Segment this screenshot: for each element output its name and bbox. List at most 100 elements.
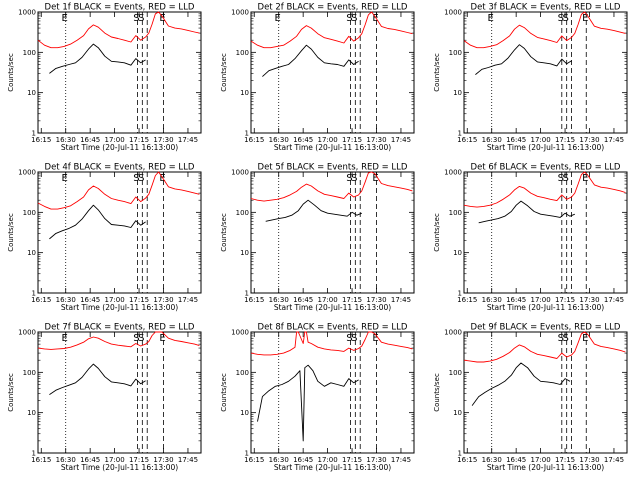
x-tick-label: 17:00 — [105, 136, 125, 144]
plot-frame — [37, 11, 202, 134]
x-tick-label: 17:00 — [318, 296, 338, 304]
marker-label: S — [558, 173, 564, 184]
x-tick-label: 17:30 — [366, 296, 386, 304]
panel-title: Det 4f BLACK = Events, RED = LLD — [45, 163, 195, 173]
x-tick-label: 17:45 — [391, 456, 411, 464]
x-axis-label: Start Time (20-Jul-11 16:13:00) — [487, 143, 604, 152]
x-tick-label: 16:45 — [506, 456, 526, 464]
marker-label: E — [488, 13, 494, 24]
y-tick-label: 1 — [245, 290, 249, 298]
x-tick-label: 16:45 — [80, 456, 100, 464]
y-tick-label: 1 — [458, 290, 462, 298]
marker-label: E — [582, 173, 588, 184]
marker-label: S — [563, 13, 569, 24]
panel-title: Det 6f BLACK = Events, RED = LLD — [471, 163, 621, 173]
y-tick-label: 10 — [453, 409, 462, 417]
series-line-lld — [250, 331, 413, 356]
series-line-lld — [37, 331, 200, 350]
series-line-events — [475, 44, 572, 75]
y-tick-label: 10 — [27, 89, 36, 97]
x-tick-label: 16:45 — [506, 136, 526, 144]
y-tick-label: 10 — [27, 409, 36, 417]
y-axis-label: Counts/sec — [220, 373, 228, 412]
x-tick-label: 17:45 — [391, 296, 411, 304]
plot-frame — [463, 331, 628, 454]
y-tick-label: 10 — [27, 249, 36, 257]
x-tick-label: 17:45 — [604, 136, 624, 144]
series-line-lld — [463, 331, 626, 363]
y-tick-label: 100 — [236, 49, 249, 57]
y-tick-label: 1000 — [444, 9, 462, 17]
y-axis-label: Counts/sec — [7, 213, 15, 252]
y-tick-label: 100 — [449, 369, 462, 377]
marker-label: E — [582, 13, 588, 24]
x-tick-label: 17:30 — [366, 456, 386, 464]
y-tick-label: 100 — [23, 369, 36, 377]
y-axis-label: Counts/sec — [220, 213, 228, 252]
marker-label: S — [346, 173, 352, 184]
y-tick-label: 1 — [245, 450, 249, 458]
x-tick-label: 17:30 — [579, 296, 599, 304]
series-line-events — [471, 362, 571, 406]
series-line-events — [49, 43, 146, 74]
plot-frame — [250, 331, 415, 454]
panel-title: Det 7f BLACK = Events, RED = LLD — [45, 323, 195, 333]
x-tick-label: 17:45 — [178, 456, 198, 464]
y-tick-label: 1 — [458, 450, 462, 458]
x-tick-label: 16:30 — [269, 296, 289, 304]
x-axis-label: Start Time (20-Jul-11 16:13:00) — [274, 463, 391, 472]
series-line-events — [265, 199, 362, 222]
panel-title: Det 1f BLACK = Events, RED = LLD — [45, 3, 195, 13]
y-tick-label: 100 — [449, 49, 462, 57]
x-tick-label: 16:15 — [457, 296, 477, 304]
marker-label: E — [372, 173, 378, 184]
x-tick-label: 16:15 — [244, 456, 264, 464]
panel-title: Det 2f BLACK = Events, RED = LLD — [258, 3, 408, 13]
y-tick-label: 1000 — [231, 329, 249, 337]
x-tick-label: 17:15 — [129, 456, 149, 464]
detector-panel-3: Det 3f BLACK = Events, RED = LLD Counts/s… — [433, 3, 628, 152]
x-tick-label: 17:00 — [318, 456, 338, 464]
marker-label: S — [138, 333, 144, 344]
x-tick-label: 16:15 — [244, 136, 264, 144]
series-line-events — [262, 44, 359, 77]
y-axis-label: Counts/sec — [7, 53, 15, 92]
y-tick-label: 1 — [32, 450, 36, 458]
detector-panel-5: Det 5f BLACK = Events, RED = LLD Counts/s… — [220, 163, 415, 312]
plot-frame — [463, 11, 628, 134]
marker-label: E — [62, 333, 68, 344]
x-tick-label: 17:15 — [342, 296, 362, 304]
x-tick-label: 16:30 — [56, 296, 76, 304]
x-tick-label: 17:45 — [178, 296, 198, 304]
x-tick-label: 17:45 — [604, 296, 624, 304]
y-tick-label: 1000 — [231, 169, 249, 177]
marker-label: S — [133, 333, 139, 344]
y-axis-label: Counts/sec — [433, 53, 441, 92]
y-tick-label: 100 — [236, 209, 249, 217]
x-tick-label: 17:00 — [318, 136, 338, 144]
x-tick-label: 16:15 — [457, 136, 477, 144]
y-axis-label: Counts/sec — [433, 373, 441, 412]
x-tick-label: 17:00 — [531, 456, 551, 464]
y-tick-label: 10 — [453, 249, 462, 257]
x-tick-label: 17:30 — [153, 136, 173, 144]
detector-panel-7: Det 7f BLACK = Events, RED = LLD Counts/s… — [7, 323, 202, 472]
marker-label: S — [133, 13, 139, 24]
marker-label: S — [563, 333, 569, 344]
panel-title: Det 9f BLACK = Events, RED = LLD — [471, 323, 621, 333]
x-tick-label: 17:15 — [555, 296, 575, 304]
x-tick-label: 16:15 — [31, 136, 51, 144]
y-tick-label: 10 — [453, 89, 462, 97]
x-tick-label: 16:15 — [31, 456, 51, 464]
y-tick-label: 10 — [240, 89, 249, 97]
marker-label: S — [133, 173, 139, 184]
detector-panel-6: Det 6f BLACK = Events, RED = LLD Counts/s… — [433, 163, 628, 312]
x-axis-label: Start Time (20-Jul-11 16:13:00) — [61, 143, 178, 152]
plot-frame — [37, 171, 202, 294]
x-axis-label: Start Time (20-Jul-11 16:13:00) — [487, 463, 604, 472]
detector-panel-9: Det 9f BLACK = Events, RED = LLD Counts/s… — [433, 323, 628, 472]
plot-frame — [463, 171, 628, 294]
y-tick-label: 1000 — [18, 9, 36, 17]
x-tick-label: 17:15 — [129, 296, 149, 304]
